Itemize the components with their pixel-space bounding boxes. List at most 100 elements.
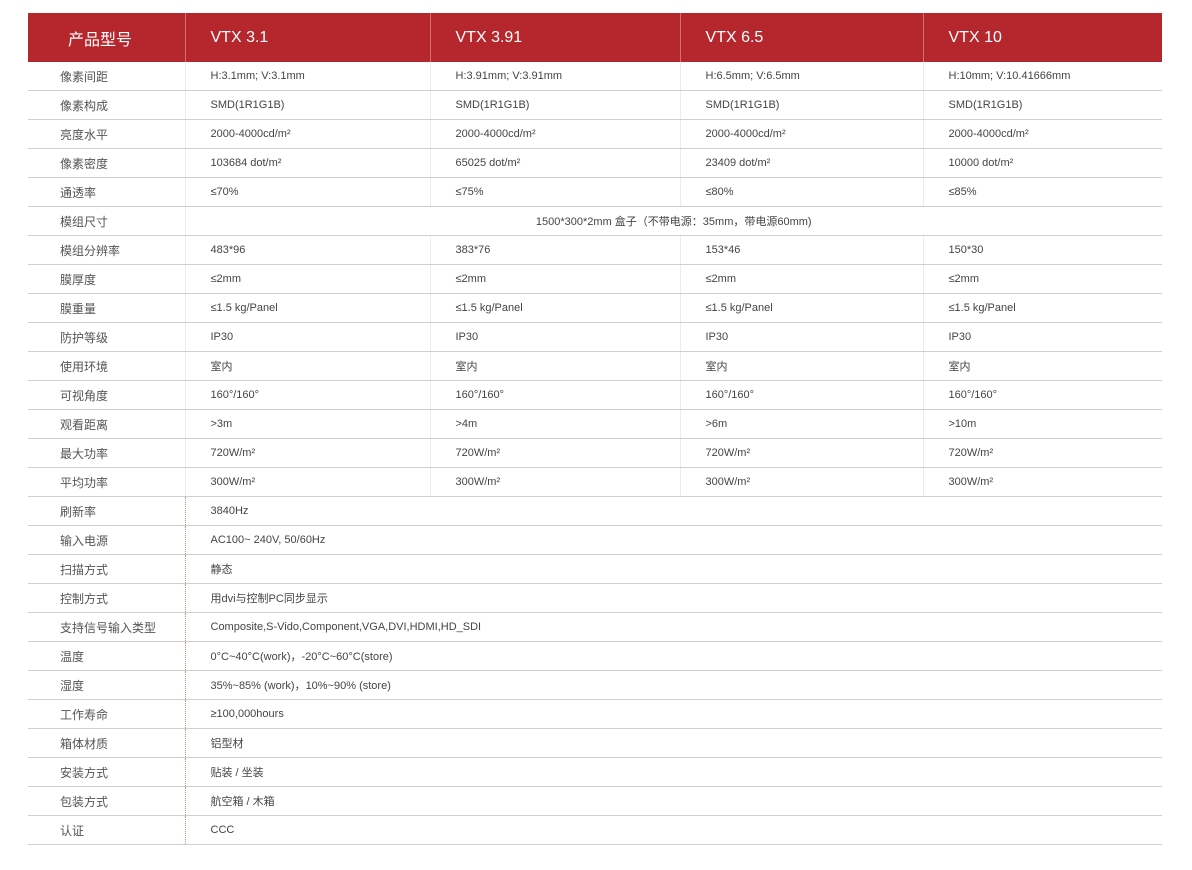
model-header: VTX 6.5: [679, 13, 923, 62]
row-label: 可视角度: [28, 380, 186, 410]
spec-value: 720W/m²: [922, 438, 1162, 468]
spec-value-shared: AC100~ 240V, 50/60Hz: [185, 525, 1162, 555]
spec-value: IP30: [922, 322, 1162, 352]
spec-value: 160°/160°: [184, 380, 430, 410]
table-row: 湿度 35%~85% (work)，10%~90% (store): [28, 670, 1162, 700]
spec-value: 室内: [184, 351, 430, 381]
spec-value: ≤1.5 kg/Panel: [429, 293, 680, 323]
spec-value: 室内: [922, 351, 1162, 381]
spec-value-merged: 1500*300*2mm 盒子（不带电源：35mm，带电源60mm): [184, 206, 1162, 236]
row-label: 箱体材质: [28, 728, 186, 758]
spec-value: SMD(1R1G1B): [184, 90, 430, 120]
spec-value: 160°/160°: [922, 380, 1162, 410]
spec-value: 300W/m²: [429, 467, 680, 497]
spec-value: 160°/160°: [679, 380, 923, 410]
model-header: VTX 10: [922, 13, 1162, 62]
spec-value-shared: Composite,S-Vido,Component,VGA,DVI,HDMI,…: [185, 612, 1162, 642]
spec-value-shared: 航空箱 / 木箱: [185, 786, 1162, 816]
table-row: 亮度水平 2000-4000cd/m² 2000-4000cd/m² 2000-400…: [28, 119, 1162, 149]
row-label: 防护等级: [28, 322, 186, 352]
spec-value: ≤80%: [679, 177, 923, 207]
spec-value: ≤70%: [184, 177, 430, 207]
table-row: 安装方式 贴装 / 坐装: [28, 757, 1162, 787]
spec-value-shared: 静态: [185, 554, 1162, 584]
spec-value: 23409 dot/m²: [679, 148, 923, 178]
spec-value-shared: 35%~85% (work)，10%~90% (store): [185, 670, 1162, 700]
spec-value: ≤2mm: [429, 264, 680, 294]
spec-value: 2000-4000cd/m²: [429, 119, 680, 149]
spec-value: 室内: [679, 351, 923, 381]
row-label: 工作寿命: [28, 699, 186, 729]
spec-value: >6m: [679, 409, 923, 439]
spec-value: ≤2mm: [679, 264, 923, 294]
row-label: 湿度: [28, 670, 186, 700]
spec-value: H:10mm; V:10.41666mm: [922, 62, 1162, 91]
table-row: 像素间距 H:3.1mm; V:3.1mm H:3.91mm; V:3.91mm H:…: [28, 62, 1162, 91]
spec-value: ≤1.5 kg/Panel: [184, 293, 430, 323]
table-row: 防护等级 IP30 IP30 IP30 IP30: [28, 322, 1162, 352]
row-label: 通透率: [28, 177, 186, 207]
spec-value: 160°/160°: [429, 380, 680, 410]
spec-value: 153*46: [679, 235, 923, 265]
spec-value: 103684 dot/m²: [184, 148, 430, 178]
spec-value: IP30: [429, 322, 680, 352]
row-label: 温度: [28, 641, 186, 671]
row-label: 输入电源: [28, 525, 186, 555]
spec-value: H:3.91mm; V:3.91mm: [429, 62, 680, 91]
spec-value-shared: 3840Hz: [185, 496, 1162, 526]
spec-value: SMD(1R1G1B): [922, 90, 1162, 120]
table-row: 观看距离 >3m >4m >6m >10m: [28, 409, 1162, 439]
row-label: 模组分辨率: [28, 235, 186, 265]
spec-value: ≤1.5 kg/Panel: [922, 293, 1162, 323]
spec-value: 720W/m²: [679, 438, 923, 468]
table-row: 模组分辨率 483*96 383*76 153*46 150*30: [28, 235, 1162, 265]
spec-value: H:6.5mm; V:6.5mm: [679, 62, 923, 91]
table-row: 膜厚度 ≤2mm ≤2mm ≤2mm ≤2mm: [28, 264, 1162, 294]
spec-value: 300W/m²: [922, 467, 1162, 497]
model-header: VTX 3.1: [184, 13, 430, 62]
spec-value: ≤2mm: [922, 264, 1162, 294]
row-label: 安装方式: [28, 757, 186, 787]
row-label: 控制方式: [28, 583, 186, 613]
table-row: 输入电源 AC100~ 240V, 50/60Hz: [28, 525, 1162, 555]
table-row: 支持信号输入类型 Composite,S-Vido,Component,VGA,D…: [28, 612, 1162, 642]
spec-value: 383*76: [429, 235, 680, 265]
header-row: 产品型号 VTX 3.1 VTX 3.91 VTX 6.5 VTX 10: [28, 13, 1162, 62]
table-row: 平均功率 300W/m² 300W/m² 300W/m² 300W/m²: [28, 467, 1162, 497]
spec-value: ≤75%: [429, 177, 680, 207]
spec-value: 65025 dot/m²: [429, 148, 680, 178]
spec-value: 720W/m²: [184, 438, 430, 468]
spec-value: >3m: [184, 409, 430, 439]
row-label: 观看距离: [28, 409, 186, 439]
row-label: 使用环境: [28, 351, 186, 381]
spec-table: 产品型号 VTX 3.1 VTX 3.91 VTX 6.5 VTX 10 像素间…: [28, 13, 1162, 845]
table-row: 最大功率 720W/m² 720W/m² 720W/m² 720W/m²: [28, 438, 1162, 468]
spec-value: 10000 dot/m²: [922, 148, 1162, 178]
row-label: 亮度水平: [28, 119, 186, 149]
spec-value: ≤85%: [922, 177, 1162, 207]
table-row: 通透率 ≤70% ≤75% ≤80% ≤85%: [28, 177, 1162, 207]
row-label: 包装方式: [28, 786, 186, 816]
spec-value: ≤2mm: [184, 264, 430, 294]
header-label: 产品型号: [28, 13, 185, 62]
table-row: 可视角度 160°/160° 160°/160° 160°/160° 160°/160°: [28, 380, 1162, 410]
spec-value: 483*96: [184, 235, 430, 265]
row-label: 认证: [28, 815, 186, 845]
table-row: 温度 0°C~40°C(work)，-20°C~60°C(store): [28, 641, 1162, 671]
row-label: 最大功率: [28, 438, 186, 468]
spec-value: 150*30: [922, 235, 1162, 265]
row-label: 像素密度: [28, 148, 186, 178]
row-label: 像素构成: [28, 90, 186, 120]
spec-value-shared: 铝型材: [185, 728, 1162, 758]
spec-value: >10m: [922, 409, 1162, 439]
row-label: 支持信号输入类型: [28, 612, 186, 642]
spec-value-shared: ≥100,000hours: [185, 699, 1162, 729]
spec-value: 2000-4000cd/m²: [922, 119, 1162, 149]
row-label: 模组尺寸: [28, 206, 186, 236]
row-label: 像素间距: [28, 62, 186, 91]
spec-value: >4m: [429, 409, 680, 439]
table-row: 膜重量 ≤1.5 kg/Panel ≤1.5 kg/Panel ≤1.5 kg/Pan…: [28, 293, 1162, 323]
spec-value-shared: 贴装 / 坐装: [185, 757, 1162, 787]
spec-value-shared: 0°C~40°C(work)，-20°C~60°C(store): [185, 641, 1162, 671]
table-row: 工作寿命 ≥100,000hours: [28, 699, 1162, 729]
